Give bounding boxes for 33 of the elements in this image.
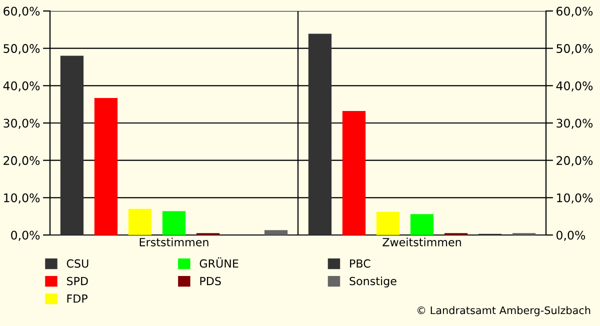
y-tick-label: 10,0% [4, 193, 40, 204]
y-tick-label: 0,0% [11, 230, 40, 241]
y2-tick-label: 10,0% [557, 193, 593, 204]
bar [376, 212, 400, 235]
legend-label: PBC [350, 259, 370, 268]
y2-tick-label: 0,0% [556, 230, 586, 241]
y2-tick-label: 50,0% [556, 44, 593, 54]
bar [162, 211, 186, 235]
legend-label: CSU [66, 259, 88, 268]
legend-label: SPD [66, 276, 88, 286]
x-tick-label: Erststimmen [140, 238, 208, 246]
bar [94, 98, 118, 235]
bar [128, 208, 152, 235]
y-tick-label: 50,0% [4, 44, 40, 54]
legend-label: GRÜNE [200, 257, 238, 268]
bar [60, 56, 84, 235]
y-tick-label: 20,0% [4, 156, 40, 166]
y-tick-label: 30,0% [4, 118, 40, 129]
bar [342, 111, 366, 235]
text: © Landratsamt Amberg-Sulzbach [418, 306, 590, 316]
y-tick-label: 40,0% [3, 81, 40, 92]
bar [308, 34, 332, 235]
y-tick-label: 60,0% [4, 6, 40, 17]
bar [410, 214, 434, 235]
x-tick-label: Zweitstimmen [382, 238, 461, 246]
y2-tick-label: 20,0% [556, 156, 593, 166]
bar [264, 230, 288, 235]
legend-label: FDP [67, 294, 88, 303]
y2-tick-label: 60,0% [556, 6, 593, 17]
legend-label: PDS [200, 276, 221, 286]
y2-tick-label: 40,0% [556, 81, 593, 92]
legend-label: Sonstige [350, 276, 396, 288]
y2-tick-label: 30,0% [556, 118, 593, 129]
